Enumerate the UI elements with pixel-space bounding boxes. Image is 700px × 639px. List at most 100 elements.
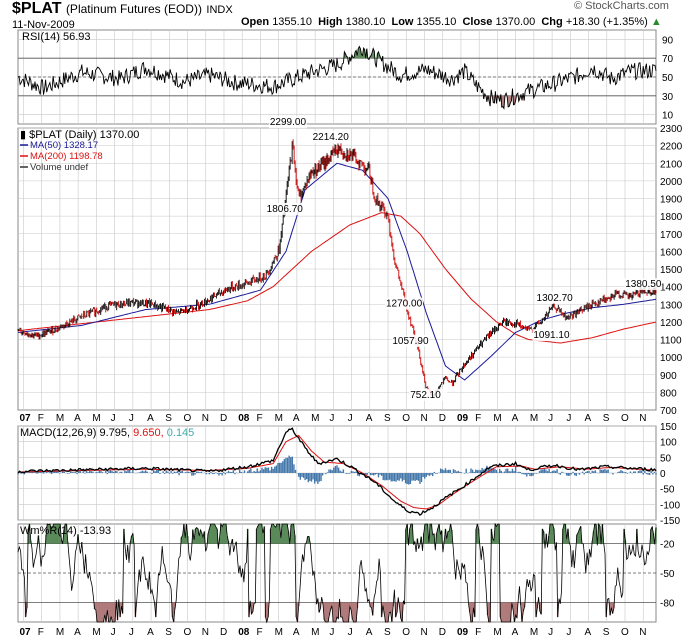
x-tick-label: M (311, 413, 319, 424)
price-annotation: 2214.20 (313, 132, 350, 143)
price-annotation: 1270.00 (386, 299, 423, 310)
annotation-bg (311, 131, 350, 144)
x-tick-label: O (402, 413, 410, 424)
price-ytick-label: 1400 (660, 283, 683, 294)
price-legend-item: MA(50) 1328.17 (30, 140, 98, 151)
x-tick-label: J (329, 627, 334, 638)
x-tick-label: N (420, 413, 427, 424)
x-tick-label: M (530, 413, 538, 424)
price-title: ▮ $PLAT (Daily) 1370.00 (20, 129, 139, 141)
x-tick-label: J (329, 413, 334, 424)
price-ytick-label: 1000 (660, 353, 683, 364)
annotation-bg (624, 278, 663, 291)
x-tick-label: J (129, 413, 134, 424)
x-tick-label: 08 (238, 413, 250, 424)
price-ytick-label: 1500 (660, 265, 683, 276)
x-tick-label: J (566, 413, 571, 424)
x-tick-label: A (147, 627, 154, 638)
williams-ytick-label: -80 (660, 598, 675, 609)
x-tick-label: 08 (238, 627, 250, 638)
x-tick-label: F (38, 627, 44, 638)
price-ytick-label: 1600 (660, 247, 683, 258)
x-tick-label: S (384, 627, 391, 638)
annotation-bg (535, 291, 574, 304)
x-tick-label: 07 (19, 627, 31, 638)
macd-ytick-label: -100 (660, 500, 680, 511)
x-tick-label: M (56, 627, 64, 638)
price-annotation: 1302.70 (537, 293, 574, 304)
x-tick-label: A (366, 627, 373, 638)
price-ytick-label: 2000 (660, 177, 683, 188)
x-tick-label: M (311, 627, 319, 638)
macd-title: MACD(12,26,9) 9.795, 9.650, 0.145 (20, 427, 194, 439)
x-tick-label: J (111, 627, 116, 638)
x-tick-label: A (293, 413, 300, 424)
x-tick-label: M (92, 413, 100, 424)
x-tick-label: J (348, 413, 353, 424)
price-ytick-label: 1300 (660, 300, 683, 311)
williams-line (17, 522, 657, 624)
x-tick-label: A (147, 413, 154, 424)
x-tick-label: F (38, 413, 44, 424)
date-label: 11-Nov-2009 (12, 19, 75, 31)
macd-line (17, 427, 657, 516)
price-ytick-label: 1900 (660, 195, 683, 206)
symbol-title: $PLAT (Platinum Futures (EOD)) INDX (12, 0, 233, 17)
macd-ytick-label: 150 (660, 422, 677, 433)
x-tick-label: J (111, 413, 116, 424)
rsi-ytick-label: 70 (662, 54, 674, 65)
price-annotation: 1380.50 (625, 279, 662, 290)
x-tick-label: F (475, 413, 481, 424)
watermark: © StockCharts.com (574, 0, 669, 12)
rsi-ytick-label: 30 (662, 92, 674, 103)
x-tick-label: S (603, 413, 610, 424)
rsi-title: RSI(14) 56.93 (22, 31, 90, 43)
x-tick-label: A (366, 413, 373, 424)
price-annotation: 752.10 (410, 390, 441, 401)
price-ytick-label: 1800 (660, 212, 683, 223)
x-tick-label: J (129, 627, 134, 638)
x-tick-label: S (165, 627, 172, 638)
macd-ytick-label: -150 (660, 516, 680, 527)
x-tick-label: A (293, 627, 300, 638)
x-tick-label: F (256, 413, 262, 424)
x-tick-label: A (74, 627, 81, 638)
rsi-line (17, 45, 657, 110)
x-tick-label: D (439, 413, 446, 424)
x-tick-label: F (475, 627, 481, 638)
annotation-bg (268, 116, 307, 129)
price-ytick-label: 1700 (660, 230, 683, 241)
price-ytick-label: 2100 (660, 159, 683, 170)
x-tick-label: N (639, 413, 646, 424)
x-tick-label: J (548, 413, 553, 424)
x-tick-label: N (202, 413, 209, 424)
x-tick-label: A (512, 413, 519, 424)
price-ytick-label: 2200 (660, 142, 683, 153)
x-tick-label: D (439, 627, 446, 638)
ohlc-summary: Open 1355.10 High 1380.10 Low 1355.10 Cl… (241, 16, 662, 28)
x-tick-label: J (348, 627, 353, 638)
ma200-line (17, 212, 657, 344)
ma50-line (17, 162, 657, 381)
x-tick-label: O (402, 627, 410, 638)
price-annotation: 1057.90 (392, 336, 429, 347)
price-ytick-label: 2300 (660, 124, 683, 135)
macd-ytick-label: 50 (660, 453, 672, 464)
price-ytick-label: 1100 (660, 336, 682, 347)
x-tick-label: 09 (457, 627, 469, 638)
rsi-ytick-label: 50 (662, 73, 674, 84)
x-tick-label: M (275, 627, 283, 638)
price-annotation: 2299.00 (270, 117, 307, 128)
x-tick-label: D (220, 413, 227, 424)
x-tick-label: A (585, 627, 592, 638)
x-tick-label: 07 (19, 413, 31, 424)
x-tick-label: S (603, 627, 610, 638)
price-legend-item: Volume undef (30, 162, 88, 173)
price-ytick-label: 900 (660, 371, 677, 382)
x-tick-label: O (184, 627, 192, 638)
annotation-bg (409, 388, 448, 401)
rsi-ytick-label: 90 (662, 35, 674, 46)
x-tick-label: O (184, 413, 192, 424)
x-tick-label: M (56, 413, 64, 424)
